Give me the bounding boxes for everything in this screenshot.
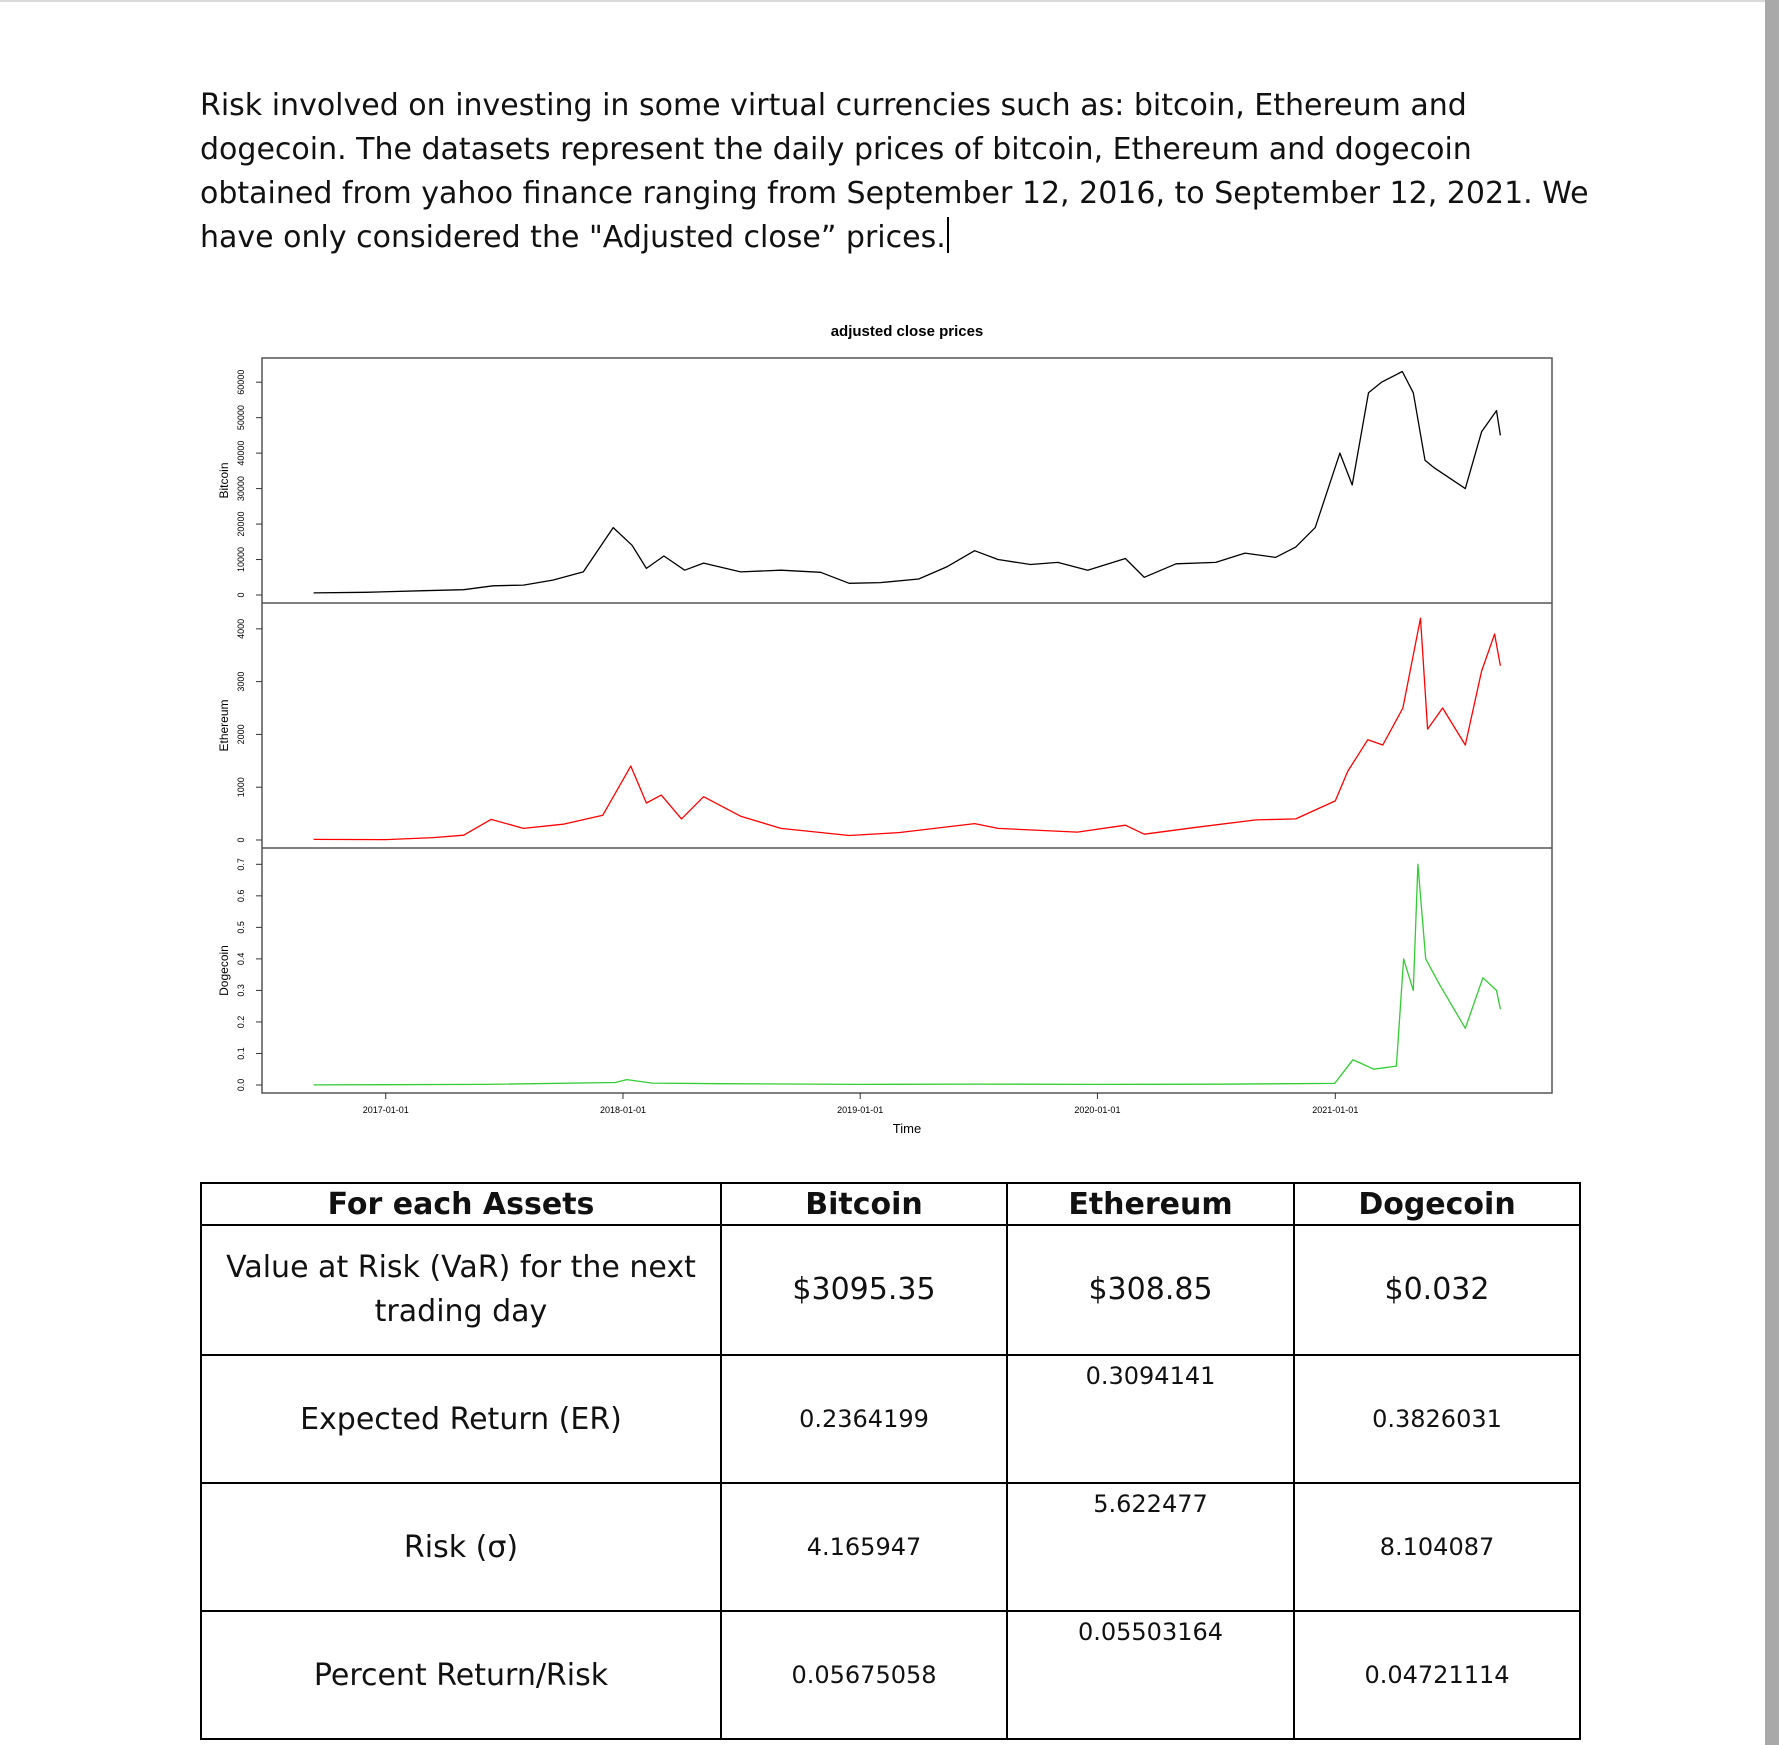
y-tick-label: 1000 bbox=[236, 777, 246, 797]
row-label: Percent Return/Risk bbox=[200, 1610, 722, 1740]
series-line-bitcoin bbox=[313, 370, 1502, 594]
y-tick-label: 50000 bbox=[236, 405, 246, 430]
row-label: Value at Risk (VaR) for the next trading… bbox=[200, 1224, 722, 1356]
chart-title: adjusted close prices bbox=[831, 323, 984, 340]
header-bitcoin: Bitcoin bbox=[720, 1182, 1008, 1226]
table-row-risk: Risk (σ) 4.165947 5.622477 8.104087 bbox=[200, 1482, 1581, 1612]
y-tick-label: 0 bbox=[236, 837, 246, 842]
plot-layer: 0 10000 20000 30000 40000 50000 60000 Bitcoin 0 1… bbox=[217, 357, 1553, 1115]
y-axis-label: Ethereum bbox=[217, 699, 231, 751]
cell-ethereum: 0.3094141 bbox=[1006, 1354, 1295, 1484]
top-border bbox=[0, 0, 1779, 2]
cell-bitcoin: 0.2364199 bbox=[720, 1354, 1008, 1484]
header-dogecoin: Dogecoin bbox=[1293, 1182, 1581, 1226]
cell-ethereum: 0.05503164 bbox=[1006, 1610, 1295, 1740]
header-assets: For each Assets bbox=[200, 1182, 722, 1226]
row-label: Risk (σ) bbox=[200, 1482, 722, 1612]
header-ethereum: Ethereum bbox=[1006, 1182, 1295, 1226]
x-tick-label: 2019-01-01 bbox=[837, 1105, 883, 1115]
y-axis-label: Dogecoin bbox=[217, 945, 231, 996]
y-tick-label: 2000 bbox=[236, 724, 246, 744]
y-tick-label: 4000 bbox=[236, 619, 246, 639]
series-line-dogecoin bbox=[313, 863, 1502, 1086]
y-tick-label: 0.1 bbox=[236, 1047, 246, 1060]
table-row-er: Expected Return (ER) 0.2364199 0.3094141… bbox=[200, 1354, 1581, 1484]
cell-dogecoin: 0.3826031 bbox=[1293, 1354, 1581, 1484]
table-header-row: For each Assets Bitcoin Ethereum Dogecoi… bbox=[200, 1182, 1581, 1226]
cell-bitcoin: 4.165947 bbox=[720, 1482, 1008, 1612]
x-tick-label: 2020-01-01 bbox=[1074, 1105, 1120, 1115]
x-axis-label: Time bbox=[893, 1121, 921, 1136]
paragraph-text: Risk involved on investing in some virtu… bbox=[200, 88, 1589, 255]
y-tick-label: 0.6 bbox=[236, 890, 246, 903]
y-tick-label: 0.3 bbox=[236, 984, 246, 997]
cell-bitcoin: $3095.35 bbox=[720, 1224, 1008, 1356]
x-tick-label: 2021-01-01 bbox=[1312, 1105, 1358, 1115]
series-line-ethereum bbox=[313, 617, 1502, 841]
y-tick-label: 0.0 bbox=[236, 1079, 246, 1092]
window-edge bbox=[1765, 0, 1779, 1745]
risk-table: For each Assets Bitcoin Ethereum Dogecoi… bbox=[200, 1182, 1581, 1740]
table-row-return-risk: Percent Return/Risk 0.05675058 0.0550316… bbox=[200, 1610, 1581, 1740]
text-cursor bbox=[946, 217, 949, 253]
y-axis-label: Bitcoin bbox=[217, 462, 231, 498]
y-tick-label: 10000 bbox=[236, 547, 246, 572]
y-tick-label: 0.2 bbox=[236, 1016, 246, 1029]
cell-bitcoin: 0.05675058 bbox=[720, 1610, 1008, 1740]
plot-frame bbox=[261, 357, 1553, 1094]
row-label: Expected Return (ER) bbox=[200, 1354, 722, 1484]
x-tick-label: 2018-01-01 bbox=[600, 1105, 646, 1115]
table-row-var: Value at Risk (VaR) for the next trading… bbox=[200, 1224, 1581, 1356]
cell-ethereum: 5.622477 bbox=[1006, 1482, 1295, 1612]
y-tick-label: 3000 bbox=[236, 672, 246, 692]
price-chart: adjusted close prices Time 0100002000030… bbox=[217, 323, 1553, 1136]
y-tick-label: 30000 bbox=[236, 476, 246, 501]
intro-paragraph[interactable]: Risk involved on investing in some virtu… bbox=[200, 84, 1600, 260]
y-tick-label: 40000 bbox=[236, 441, 246, 466]
y-tick-label: 60000 bbox=[236, 370, 246, 395]
y-tick-label: 0 bbox=[236, 592, 246, 597]
cell-dogecoin: $0.032 bbox=[1293, 1224, 1581, 1356]
cell-dogecoin: 0.04721114 bbox=[1293, 1610, 1581, 1740]
x-tick-label: 2017-01-01 bbox=[363, 1105, 409, 1115]
cell-ethereum: $308.85 bbox=[1006, 1224, 1295, 1356]
y-tick-label: 0.7 bbox=[236, 858, 246, 871]
y-tick-label: 0.4 bbox=[236, 953, 246, 966]
y-tick-label: 0.5 bbox=[236, 921, 246, 934]
y-tick-label: 20000 bbox=[236, 512, 246, 537]
cell-dogecoin: 8.104087 bbox=[1293, 1482, 1581, 1612]
